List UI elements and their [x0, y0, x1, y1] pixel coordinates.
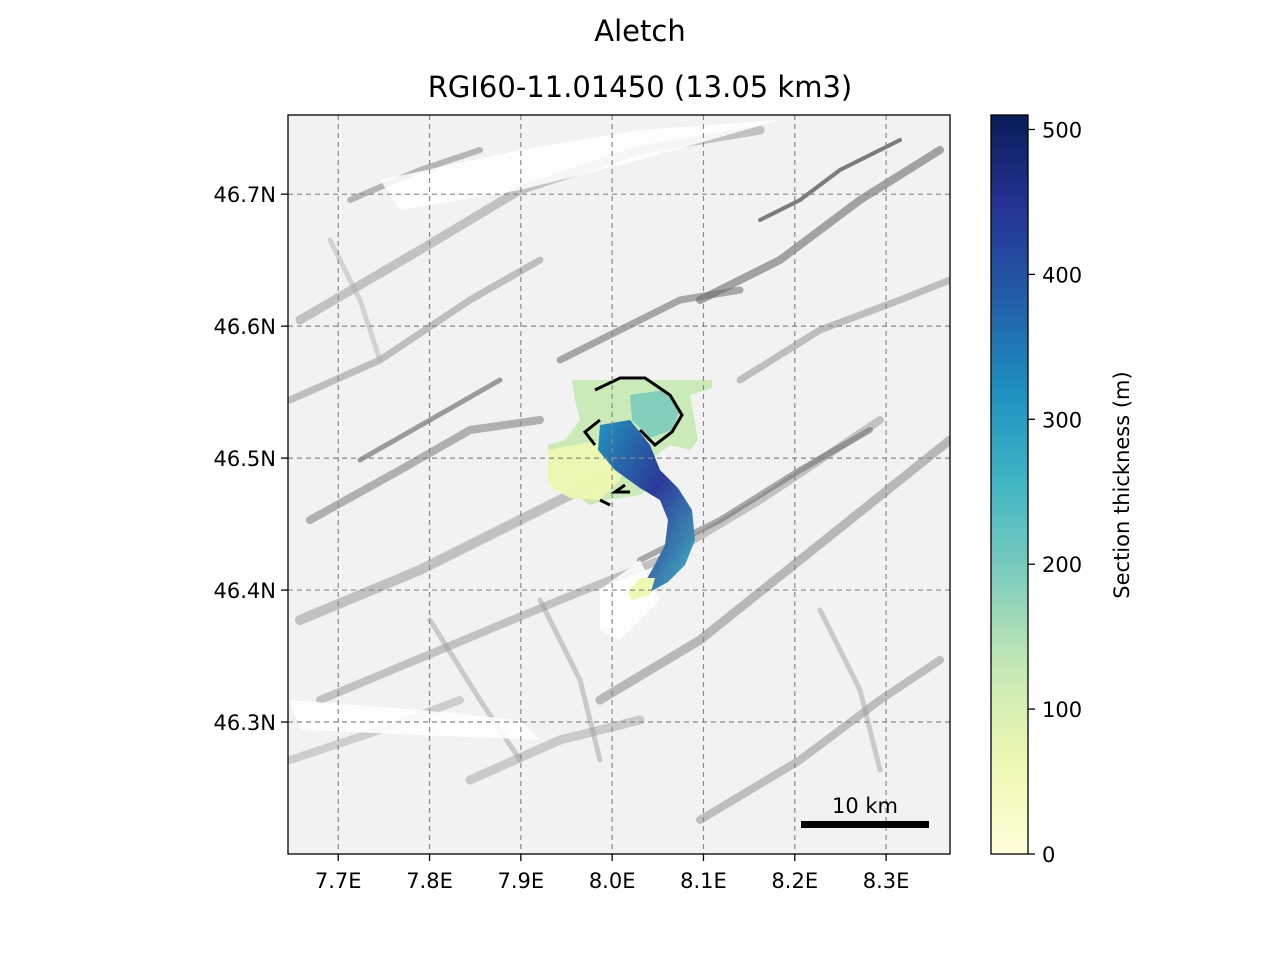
x-tick-label: 7.8E — [406, 869, 453, 893]
map-frame — [287, 114, 951, 855]
colorbar-label: Section thickness (m) — [1110, 371, 1134, 598]
map-subtitle: RGI60-11.01450 (13.05 km3) — [427, 70, 853, 104]
map-grid — [288, 115, 950, 854]
x-tick-label: 7.9E — [498, 869, 545, 893]
x-tick-label: 8.1E — [680, 869, 727, 893]
colorbar-tick-label: 200 — [1042, 553, 1082, 577]
colorbar-tick-label: 500 — [1042, 118, 1082, 142]
y-tick-label: 46.6N — [214, 315, 276, 339]
y-tick-label: 46.4N — [214, 579, 276, 603]
scale-bar: 10 km — [801, 794, 929, 828]
map-title: Aletch — [594, 14, 686, 48]
map-panel — [288, 115, 950, 854]
hillshade-terrain — [288, 125, 950, 824]
glacier-outline — [582, 376, 684, 507]
y-axis: 46.7N 46.6N 46.5N 46.4N 46.3N — [214, 183, 288, 735]
colorbar-bar — [990, 114, 1029, 855]
glacier-east-branch — [630, 390, 680, 438]
y-tick-label: 46.3N — [214, 711, 276, 735]
colorbar-tick-label: 400 — [1042, 263, 1082, 287]
scale-bar-line — [801, 821, 929, 828]
y-tick-label: 46.5N — [214, 447, 276, 471]
colorbar-tick-label: 300 — [1042, 408, 1082, 432]
colorbar: 0 100 200 300 400 500 Section thickness (m) — [990, 114, 1134, 867]
colorbar-ticks: 0 100 200 300 400 500 — [1028, 118, 1082, 867]
x-tick-label: 7.7E — [315, 869, 362, 893]
colorbar-tick-label: 100 — [1042, 698, 1082, 722]
x-axis: 7.7E 7.8E 7.9E 8.0E 8.1E 8.2E 8.3E — [315, 854, 910, 893]
y-tick-label: 46.7N — [214, 183, 276, 207]
glacier-main-trunk — [598, 420, 695, 592]
x-tick-label: 8.3E — [863, 869, 910, 893]
scale-bar-label: 10 km — [832, 794, 898, 818]
x-tick-label: 8.0E — [589, 869, 636, 893]
colorbar-tick-label: 0 — [1042, 843, 1055, 867]
glacier-tongue — [628, 578, 655, 600]
glacier-thickness — [548, 376, 712, 600]
x-tick-label: 8.2E — [771, 869, 818, 893]
